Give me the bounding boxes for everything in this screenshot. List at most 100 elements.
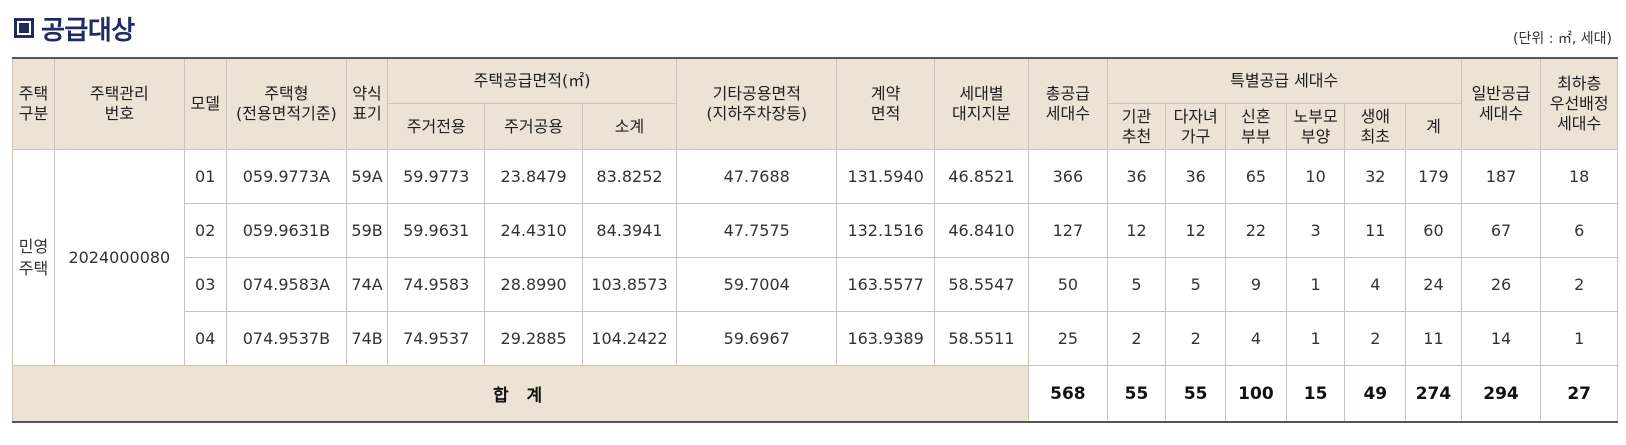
- header-first-life: 생애 최초: [1344, 103, 1407, 150]
- cell-institution: 12: [1106, 203, 1167, 258]
- total-first-life: 49: [1344, 365, 1407, 423]
- header-abbr: 약식 표기: [346, 57, 388, 150]
- cell-abbr: 59B: [346, 203, 388, 258]
- header-other-common: 기타공용면적 (지하주차장등): [676, 57, 838, 150]
- cell-special-sum: 11: [1405, 311, 1462, 366]
- header-land-share: 세대별 대지지분: [933, 57, 1030, 150]
- cell-abbr: 74B: [346, 311, 388, 366]
- total-lowest-floor: 27: [1540, 365, 1618, 423]
- cell-house-type: 059.9773A: [225, 149, 348, 204]
- section-title: 공급대상: [14, 10, 135, 46]
- cell-lowest-floor: 18: [1540, 149, 1618, 204]
- cell-model: 03: [183, 257, 227, 312]
- total-supply: 568: [1028, 365, 1108, 423]
- header-house-type: 주택형 (전용면적기준): [225, 57, 348, 150]
- cell-general-supply: 14: [1460, 311, 1542, 366]
- cell-type: 민영 주택: [12, 149, 55, 366]
- cell-general-supply: 26: [1460, 257, 1542, 312]
- cell-contract-area: 163.9389: [836, 311, 935, 366]
- header-contract-area: 계약 면적: [836, 57, 935, 150]
- cell-res-exclusive: 59.9773: [386, 149, 486, 204]
- cell-abbr: 59A: [346, 149, 388, 204]
- cell-res-common: 23.8479: [484, 149, 583, 204]
- cell-subtotal: 103.8573: [581, 257, 678, 312]
- header-type: 주택 구분: [12, 57, 55, 150]
- cell-general-supply: 187: [1460, 149, 1542, 204]
- cell-other-common: 59.7004: [676, 257, 838, 312]
- cell-elderly-parent: 1: [1285, 311, 1346, 366]
- total-elderly-parent: 15: [1285, 365, 1346, 423]
- cell-res-exclusive: 74.9583: [386, 257, 486, 312]
- cell-other-common: 59.6967: [676, 311, 838, 366]
- cell-other-common: 47.7688: [676, 149, 838, 204]
- header-newlywed: 신혼 부부: [1225, 103, 1287, 150]
- cell-total-supply: 127: [1028, 203, 1108, 258]
- cell-institution: 36: [1106, 149, 1167, 204]
- cell-newlywed: 4: [1225, 311, 1287, 366]
- cell-model: 02: [183, 203, 227, 258]
- cell-elderly-parent: 1: [1285, 257, 1346, 312]
- cell-subtotal: 84.3941: [581, 203, 678, 258]
- table-row: 03 074.9583A 74A 74.9583 28.8990 103.857…: [13, 257, 1618, 312]
- cell-elderly-parent: 3: [1285, 203, 1346, 258]
- total-multi-child: 55: [1165, 365, 1227, 423]
- cell-institution: 2: [1106, 311, 1167, 366]
- cell-res-exclusive: 74.9537: [386, 311, 486, 366]
- cell-newlywed: 22: [1225, 203, 1287, 258]
- cell-special-sum: 179: [1405, 149, 1462, 204]
- header-res-common: 주거공용: [484, 103, 583, 150]
- cell-res-exclusive: 59.9631: [386, 203, 486, 258]
- cell-res-common: 29.2885: [484, 311, 583, 366]
- header-res-exclusive: 주거전용: [386, 103, 486, 150]
- cell-land-share: 58.5511: [933, 311, 1030, 366]
- total-newlywed: 100: [1225, 365, 1287, 423]
- cell-house-type: 074.9583A: [225, 257, 348, 312]
- cell-subtotal: 83.8252: [581, 149, 678, 204]
- header-subtotal: 소계: [581, 103, 678, 150]
- header-multi-child: 다자녀 가구: [1165, 103, 1227, 150]
- cell-newlywed: 9: [1225, 257, 1287, 312]
- cell-lowest-floor: 1: [1540, 311, 1618, 366]
- unit-note: (단위 : ㎡, 세대): [1513, 31, 1612, 47]
- header-special-sum: 계: [1405, 103, 1462, 150]
- cell-subtotal: 104.2422: [581, 311, 678, 366]
- cell-model: 01: [183, 149, 227, 204]
- cell-total-supply: 25: [1028, 311, 1108, 366]
- table-row: 04 074.9537B 74B 74.9537 29.2885 104.242…: [13, 311, 1618, 366]
- cell-model: 04: [183, 311, 227, 366]
- cell-general-supply: 67: [1460, 203, 1542, 258]
- header-supply-area: 주택공급면적(㎡): [386, 57, 678, 104]
- total-row: 합 계 568 55 55 100 15 49 274 294 27: [11, 365, 1618, 423]
- cell-first-life: 2: [1344, 311, 1407, 366]
- cell-total-supply: 366: [1028, 149, 1108, 204]
- header-institution: 기관 추천: [1106, 103, 1167, 150]
- cell-elderly-parent: 10: [1285, 149, 1346, 204]
- cell-mgmt-no: 2024000080: [53, 149, 185, 366]
- cell-first-life: 4: [1344, 257, 1407, 312]
- cell-first-life: 32: [1344, 149, 1407, 204]
- cell-total-supply: 50: [1028, 257, 1108, 312]
- total-institution: 55: [1106, 365, 1167, 423]
- header-model: 모델: [183, 57, 227, 150]
- total-general-supply: 294: [1460, 365, 1542, 423]
- cell-res-common: 24.4310: [484, 203, 583, 258]
- cell-lowest-floor: 6: [1540, 203, 1618, 258]
- header-special-supply: 특별공급 세대수: [1106, 57, 1462, 104]
- header-general-supply: 일반공급 세대수: [1460, 57, 1542, 150]
- header-mgmt-no: 주택관리 번호: [53, 57, 185, 150]
- header-elderly-parent: 노부모 부양: [1285, 103, 1346, 150]
- title-text: 공급대상: [41, 15, 135, 46]
- cell-contract-area: 163.5577: [836, 257, 935, 312]
- cell-house-type: 074.9537B: [225, 311, 348, 366]
- cell-contract-area: 132.1516: [836, 203, 935, 258]
- header-total-supply: 총공급 세대수: [1028, 57, 1108, 150]
- cell-special-sum: 60: [1405, 203, 1462, 258]
- supply-table: 주택 구분 주택관리 번호 모델 주택형 (전용면적기준) 약식 표기 주택공급면적(㎡…: [11, 57, 1618, 423]
- header-lowest-floor: 최하층 우선배정 세대수: [1540, 57, 1618, 150]
- cell-other-common: 47.7575: [676, 203, 838, 258]
- cell-res-common: 28.8990: [484, 257, 583, 312]
- cell-lowest-floor: 2: [1540, 257, 1618, 312]
- cell-land-share: 46.8410: [933, 203, 1030, 258]
- cell-special-sum: 24: [1405, 257, 1462, 312]
- table-row: 02 059.9631B 59B 59.9631 24.4310 84.3941…: [13, 203, 1618, 258]
